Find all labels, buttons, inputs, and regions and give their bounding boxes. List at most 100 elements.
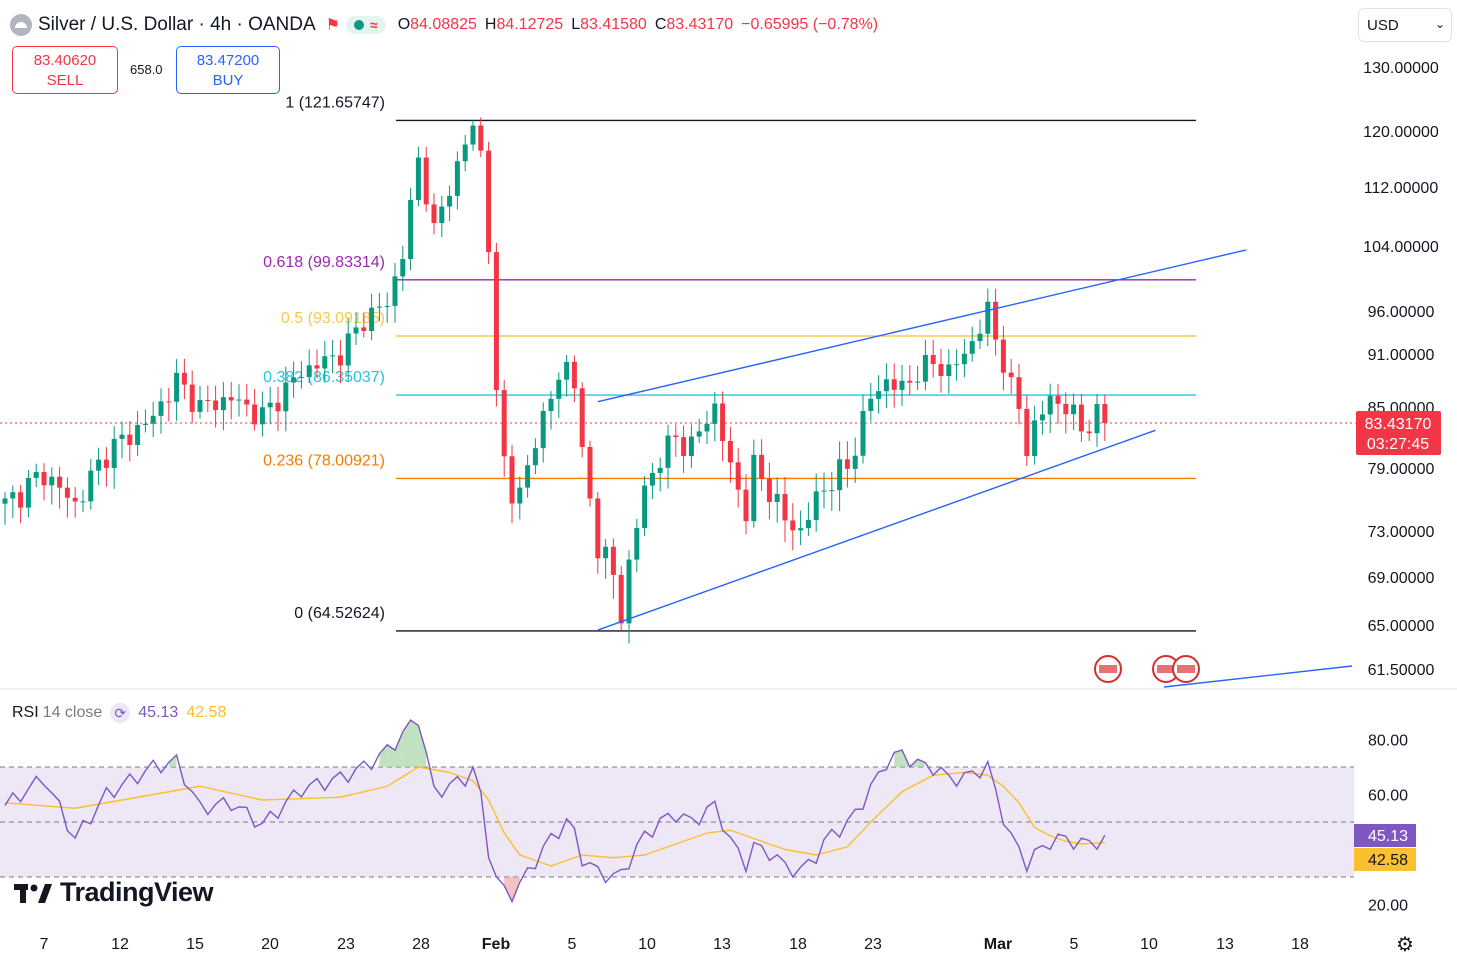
currency-select[interactable]: USD ⌄ <box>1358 8 1452 42</box>
candle-body <box>1047 395 1053 415</box>
candle-body <box>64 487 70 498</box>
candle-body <box>1063 403 1069 415</box>
price-axis-label: 96.00000 <box>1368 304 1435 321</box>
candle-body <box>1032 420 1038 457</box>
market-status-pill[interactable]: ≈ <box>346 16 386 34</box>
candle-body <box>673 435 679 438</box>
candle-body <box>174 372 180 402</box>
candle-body <box>735 462 741 490</box>
candle-body <box>1078 404 1084 432</box>
candle-body <box>431 204 437 224</box>
candle-body <box>57 476 63 488</box>
candle-body <box>915 381 921 383</box>
candle-body <box>603 546 609 559</box>
candle-body <box>1094 404 1100 434</box>
price-axis-label: 130.00000 <box>1363 60 1439 77</box>
rsi-legend-value: 45.13 <box>138 704 179 721</box>
candle-body <box>532 448 538 466</box>
candle-body <box>688 436 694 457</box>
candle-body <box>571 361 577 389</box>
candle-body <box>899 380 905 390</box>
time-axis-label: 5 <box>1070 936 1079 953</box>
fib-level-label: 0.236 (78.00921) <box>263 452 385 469</box>
candle-body <box>205 400 211 402</box>
candle-body <box>696 431 702 437</box>
rsi-overbought-fill <box>410 720 419 767</box>
candle-body <box>876 391 882 399</box>
candle-body <box>883 379 889 392</box>
candle-body <box>353 327 359 334</box>
candle-body <box>907 380 913 383</box>
candle-body <box>634 527 640 560</box>
candle-body <box>454 161 460 196</box>
rsi-overbought-fill <box>418 725 427 767</box>
candle-body <box>314 365 320 369</box>
candle-body <box>236 399 242 401</box>
candle-body <box>595 498 601 559</box>
candle-body <box>774 493 780 503</box>
candle-body <box>478 125 484 151</box>
candle-body <box>540 411 546 449</box>
change-value: −0.65995 (−0.78%) <box>741 16 879 33</box>
flag-icon[interactable]: ⚑ <box>325 17 341 34</box>
candle-body <box>829 490 835 492</box>
candle-body <box>649 472 655 486</box>
candle-body <box>330 355 336 357</box>
chevron-down-icon: ⌄ <box>1434 17 1445 31</box>
candle-body <box>1086 431 1092 434</box>
price-axis-label: 120.00000 <box>1363 124 1439 141</box>
refresh-icon[interactable]: ⟳ <box>110 703 131 723</box>
candle-body <box>556 379 562 399</box>
rsi-overbought-fill <box>168 754 177 767</box>
candle-body <box>1016 377 1022 409</box>
candle-body <box>493 252 499 391</box>
countdown-label: 03:27:45 <box>1367 436 1429 453</box>
rsi-value-label: 45.13 <box>1368 828 1408 845</box>
buy-button[interactable]: 83.47200 BUY <box>176 46 280 94</box>
candle-body <box>891 379 897 390</box>
fib-level-label: 0 (64.52624) <box>294 605 385 622</box>
sell-button[interactable]: 83.40620 SELL <box>12 46 118 94</box>
rsi-ma-value-label: 42.58 <box>1368 852 1408 869</box>
time-axis-label: 10 <box>1140 936 1158 953</box>
candle-body <box>49 476 55 486</box>
candle-body <box>564 361 570 380</box>
candles-group <box>2 117 1108 644</box>
price-axis-label: 73.00000 <box>1368 524 1435 541</box>
chart-header: Silver / U.S. Dollar · 4h · OANDA ⚑ ≈ O8… <box>10 10 878 40</box>
ohlc-readout: O84.08825 H84.12725 L83.41580 C83.43170 … <box>397 16 879 33</box>
buy-price: 83.47200 <box>196 52 260 69</box>
gear-icon[interactable]: ⚙ <box>1396 934 1414 956</box>
candle-body <box>852 455 858 469</box>
candle-body <box>751 454 757 522</box>
candle-body <box>306 365 312 377</box>
fib-level-label: 0.618 (99.83314) <box>263 254 385 271</box>
market-open-dot-icon <box>354 20 365 30</box>
candle-body <box>111 438 117 468</box>
candle-body <box>142 423 148 425</box>
candle-body <box>782 493 788 521</box>
tradingview-logo[interactable]: TradingView <box>14 877 214 908</box>
candle-body <box>135 424 141 446</box>
fib-level-label: 1 (121.65747) <box>285 94 385 111</box>
candle-body <box>922 355 928 382</box>
open-value: 84.08825 <box>410 16 477 33</box>
candle-body <box>618 574 624 624</box>
candle-body <box>228 397 234 401</box>
price-axis-label: 91.00000 <box>1368 347 1435 364</box>
candle-body <box>408 199 414 260</box>
time-axis-label: 20 <box>261 936 279 953</box>
rsi-overbought-fill <box>402 720 411 767</box>
us-event-flag-icon <box>1099 665 1117 673</box>
rsi-overbought-fill <box>395 731 403 767</box>
candle-body <box>392 276 398 306</box>
candle-body <box>322 356 328 369</box>
symbol-title[interactable]: Silver / U.S. Dollar · 4h · OANDA <box>38 14 316 35</box>
candle-body <box>96 459 102 471</box>
candle-body <box>415 157 421 200</box>
last-price-label: 83.43170 <box>1365 416 1432 433</box>
rsi-legend[interactable]: RSI 14 close ⟳ 45.13 42.58 <box>12 703 226 723</box>
candle-body <box>860 410 866 456</box>
rsi-overbought-fill <box>894 750 902 767</box>
